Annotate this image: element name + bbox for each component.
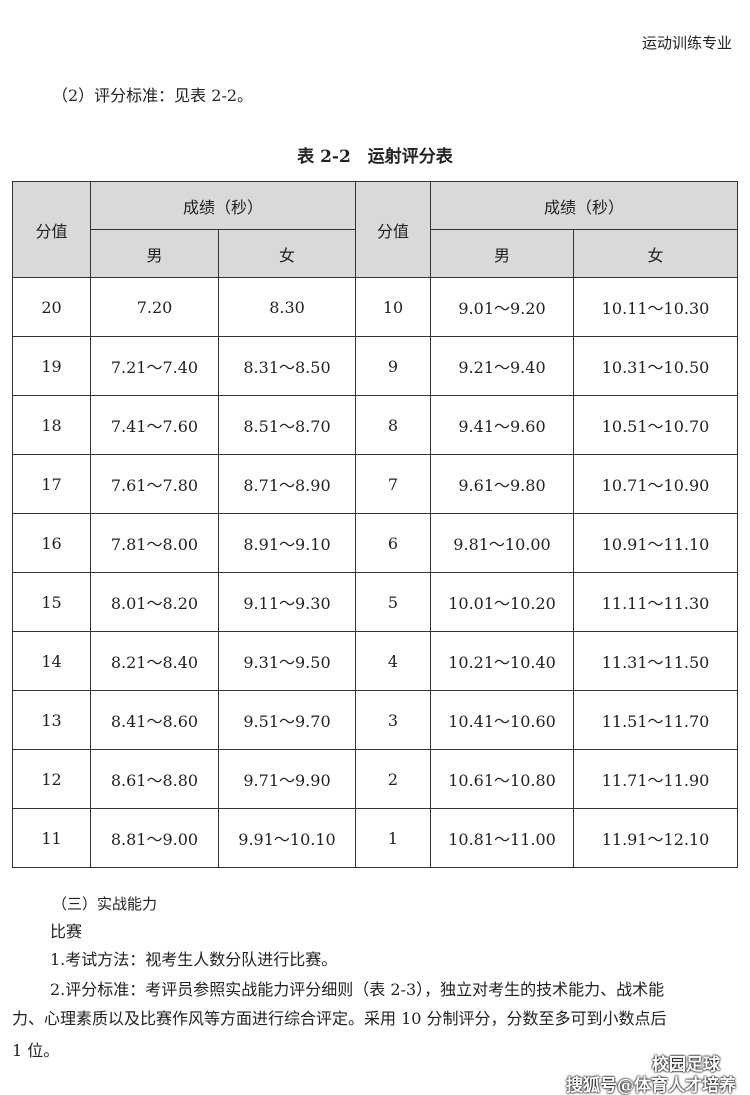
table-cell: 7.81～8.00 <box>90 513 219 573</box>
table-cell: 7.41～7.60 <box>90 395 219 455</box>
table-cell: 10.71～10.90 <box>573 454 739 514</box>
table-cell: 8.81～9.00 <box>90 808 219 868</box>
table-cell: 10.61～10.80 <box>430 749 575 809</box>
female-header: 女 <box>217 229 357 278</box>
watermark: 校园足球 <box>652 1055 720 1075</box>
table-row: 19 7.21～7.40 8.31～8.50 9 9.21～9.40 10.31～10.5… <box>12 336 739 396</box>
table-cell: 7 <box>355 454 432 514</box>
table-row: 12 8.61～8.80 9.71～9.90 2 10.61～10.80 11.71～11… <box>12 749 739 809</box>
table-cell: 7.20 <box>90 277 219 337</box>
table-cell: 10.91～11.10 <box>573 513 739 573</box>
table-cell: 7.21～7.40 <box>90 336 219 396</box>
running-header: 运动训练专业 <box>641 34 732 52</box>
table-cell: 11.31～11.50 <box>573 631 739 691</box>
table-cell: 1 <box>355 808 432 868</box>
table-cell: 14 <box>12 631 91 691</box>
table-cell: 11.11～11.30 <box>573 572 739 632</box>
table-cell: 15 <box>12 572 91 632</box>
score-header: 分值 <box>12 181 91 278</box>
table-cell: 4 <box>355 631 432 691</box>
item-2-line-2: 力、心理素质以及比赛作风等方面进行综合评定。采用 10 分制评分，分数至多可到小… <box>12 1009 667 1028</box>
score-table: 分值 成绩（秒） 分值 成绩（秒） 男女男女 20 7.20 8.30 10 9.01～9.2… <box>12 181 739 868</box>
table-cell: 13 <box>12 690 91 750</box>
table-cell: 10 <box>355 277 432 337</box>
table-cell: 7.61～7.80 <box>90 454 219 514</box>
table-cell: 3 <box>355 690 432 750</box>
table-cell: 10.01～10.20 <box>430 572 575 632</box>
table-cell: 9.11～9.30 <box>217 572 357 632</box>
male-header: 男 <box>430 229 575 278</box>
table-cell: 17 <box>12 454 91 514</box>
table-cell: 10.51～10.70 <box>573 395 739 455</box>
table-cell: 11.91～12.10 <box>573 808 739 868</box>
intro-text: （2）评分标准：见表 2-2。 <box>52 86 254 105</box>
table-cell: 9.71～9.90 <box>217 749 357 809</box>
table-cell: 9.61～9.80 <box>430 454 575 514</box>
score-header: 分值 <box>355 181 432 278</box>
table-cell: 8 <box>355 395 432 455</box>
table-cell: 2 <box>355 749 432 809</box>
table-cell: 11.71～11.90 <box>573 749 739 809</box>
result-header: 成绩（秒） <box>430 181 739 230</box>
table-cell: 8.61～8.80 <box>90 749 219 809</box>
table-cell: 10.21～10.40 <box>430 631 575 691</box>
table-cell: 6 <box>355 513 432 573</box>
table-cell: 8.51～8.70 <box>217 395 357 455</box>
table-cell: 9.01～9.20 <box>430 277 575 337</box>
table-row: 15 8.01～8.20 9.11～9.30 5 10.01～10.20 11.11～11… <box>12 572 739 632</box>
table-row: 17 7.61～7.80 8.71～8.90 7 9.61～9.80 10.71～10.9… <box>12 454 739 514</box>
table-cell: 8.30 <box>217 277 357 337</box>
table-row: 20 7.20 8.30 10 9.01～9.20 10.11～10.30 <box>12 277 739 337</box>
item-2-line-1: 2.评分标准：考评员参照实战能力评分细则（表 2-3），独立对考生的技术能力、战… <box>50 980 665 999</box>
table-cell: 5 <box>355 572 432 632</box>
watermark: 搜狐号@体育人才培养 <box>566 1076 736 1095</box>
table-cell: 8.91～9.10 <box>217 513 357 573</box>
table-cell: 20 <box>12 277 91 337</box>
table-cell: 8.41～8.60 <box>90 690 219 750</box>
table-cell: 10.31～10.50 <box>573 336 739 396</box>
table-cell: 8.31～8.50 <box>217 336 357 396</box>
table-cell: 10.11～10.30 <box>573 277 739 337</box>
item-1: 1.考试方法：视考生人数分队进行比赛。 <box>50 950 338 969</box>
table-cell: 9.41～9.60 <box>430 395 575 455</box>
table-cell: 10.81～11.00 <box>430 808 575 868</box>
table-cell: 9.51～9.70 <box>217 690 357 750</box>
table-cell: 9.31～9.50 <box>217 631 357 691</box>
table-cell: 9.91～10.10 <box>217 808 357 868</box>
table-cell: 8.71～8.90 <box>217 454 357 514</box>
table-row: 14 8.21～8.40 9.31～9.50 4 10.21～10.40 11.31～11… <box>12 631 739 691</box>
table-cell: 9.21～9.40 <box>430 336 575 396</box>
table-cell: 10.41～10.60 <box>430 690 575 750</box>
table-cell: 18 <box>12 395 91 455</box>
table-cell: 12 <box>12 749 91 809</box>
sub-heading: 比赛 <box>50 922 83 941</box>
table-cell: 11.51～11.70 <box>573 690 739 750</box>
table-row: 18 7.41～7.60 8.51～8.70 8 9.41～9.60 10.51～10.7… <box>12 395 739 455</box>
table-caption: 表 2-2 运射评分表 <box>297 147 453 167</box>
table-cell: 8.01～8.20 <box>90 572 219 632</box>
item-2-line-3: 1 位。 <box>12 1041 60 1060</box>
table-cell: 9.81～10.00 <box>430 513 575 573</box>
table-cell: 11 <box>12 808 91 868</box>
table-cell: 19 <box>12 336 91 396</box>
table-cell: 9 <box>355 336 432 396</box>
result-header: 成绩（秒） <box>89 181 357 230</box>
table-cell: 8.21～8.40 <box>90 631 219 691</box>
table-row: 11 8.81～9.00 9.91～10.10 1 10.81～11.00 11.91～1… <box>12 808 739 868</box>
section-heading: （三）实战能力 <box>52 895 158 913</box>
table-row: 13 8.41～8.60 9.51～9.70 3 10.41～10.60 11.51～11… <box>12 690 739 750</box>
table-row: 16 7.81～8.00 8.91～9.10 6 9.81～10.00 10.91～11.… <box>12 513 739 573</box>
table-cell: 16 <box>12 513 91 573</box>
female-header: 女 <box>573 229 739 278</box>
male-header: 男 <box>90 229 219 278</box>
